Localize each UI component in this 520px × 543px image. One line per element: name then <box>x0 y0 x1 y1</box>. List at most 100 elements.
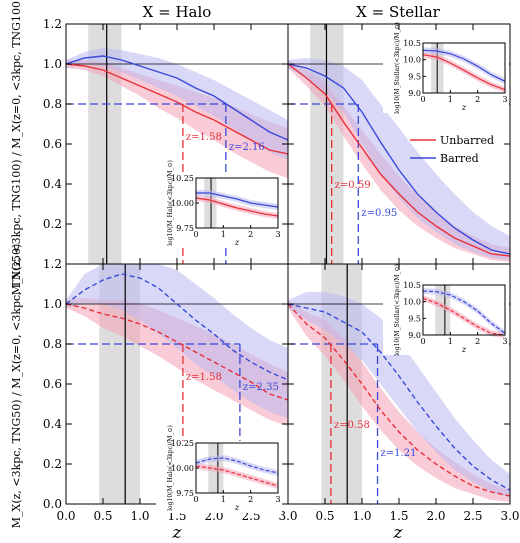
y-tick-label: 1.2 <box>43 257 62 271</box>
inset-y-tick-label: 10.5 <box>403 281 421 290</box>
y-tick-label: 0.4 <box>43 177 62 191</box>
y-tick-label: 0.6 <box>43 137 62 151</box>
y-tick-label: 0.6 <box>43 377 62 391</box>
inset-y-tick-label: 10.0 <box>403 298 421 307</box>
inset-y-tick-label: 10.00 <box>171 464 194 473</box>
inset-x-tick-label: 2 <box>248 230 253 239</box>
ylabel-bottom: M_X(z, <3kpc, TNG50) / M_X(z=0, <3kpc, T… <box>10 244 23 529</box>
crossing-label: z=0.95 <box>361 208 397 219</box>
y-tick-label: 0.2 <box>43 457 62 471</box>
x-tick-label: 0.0 <box>56 509 75 523</box>
inset-line-unbarred <box>422 297 506 336</box>
inset-y-tick-label: 10.25 <box>171 174 194 183</box>
inset-xlabel: z <box>461 103 467 112</box>
plot-area <box>288 24 510 264</box>
panel-TNG50-Halo: z=1.58z=2.350.0 0.5 1.0 1.5 2.0 2.5 3.00.00.20… <box>43 257 298 523</box>
xlabel-right: z <box>393 523 404 543</box>
x-tick-label: 2.0 <box>426 509 445 523</box>
inset-y-tick-label: 10.00 <box>171 199 194 208</box>
inset-band <box>423 295 505 338</box>
inset-ylabel: log10(M_Halo(<3kpc)/M_⊙) <box>167 160 174 246</box>
inset-y-tick-label: 9.5 <box>408 72 421 81</box>
series-line-unbarred <box>66 63 288 155</box>
inset-x-tick-label: 0 <box>193 230 198 239</box>
inset-line-unbarred <box>195 197 279 217</box>
inset-line-unbarred <box>195 465 279 487</box>
inset-x-tick-label: 1 <box>448 95 453 104</box>
crossing-label: z=0.58 <box>334 420 370 431</box>
inset-ylabel: log10(M_Stellar(<3kpc)/M_⊙) <box>394 264 401 356</box>
inset-x-tick-label: 0 <box>420 95 425 104</box>
inset-line-barred <box>195 457 279 474</box>
series-line-unbarred <box>288 63 510 257</box>
inset-x-tick-label: 0 <box>193 495 198 504</box>
inset-y-tick-label: 10.25 <box>171 439 194 448</box>
y-tick-label: 0.4 <box>43 417 62 431</box>
crossing-label: z=0.59 <box>335 180 371 191</box>
inset-y-tick-label: 9.75 <box>176 489 194 498</box>
inset-x-tick-label: 0 <box>420 337 425 346</box>
inset-TNG100-Halo: 9.75 10.00 10.25 0 1 2 3 z log10(M_Halo(<3kpc)/M… <box>156 160 282 248</box>
inset-y-tick-label: 9.75 <box>176 224 194 233</box>
band-barred <box>66 264 288 418</box>
inset-x-tick-label: 3 <box>275 495 280 504</box>
x-tick-label: 0.5 <box>93 509 112 523</box>
band-unbarred <box>66 60 288 178</box>
series-line-barred <box>66 55 288 141</box>
crossing-label: z=1.21 <box>381 448 417 459</box>
inset-x-tick-label: 1 <box>221 495 226 504</box>
inset-y-tick-label: 9.5 <box>408 314 421 323</box>
xlabel-left: z <box>172 523 183 543</box>
plot-area <box>288 264 510 504</box>
inset-y-tick-label: 9.0 <box>408 331 421 340</box>
series-line-unbarred <box>288 303 510 497</box>
inset-x-tick-label: 3 <box>502 337 507 346</box>
panel-TNG100-Stellar: z=0.59 z=0.95 9.0 9.5 10.0 10.5 0 1 2 3 z log10(M_S… <box>287 22 511 265</box>
col-title-halo: X = Halo <box>143 3 212 21</box>
ylabel-top: M_X(z, <3kpc, TNG100) / M_X(z=0, <3kpc, … <box>10 0 23 295</box>
inset-x-tick-label: 3 <box>275 230 280 239</box>
inset-x-tick-label: 2 <box>475 95 480 104</box>
crossing-label: z=2.35 <box>243 382 279 393</box>
band-unbarred <box>288 300 510 502</box>
panel-TNG50-Stellar: z=0.58 z=1.21 0.5 1.0 1.5 2.0 2.5 3.0 9.0 9.5 10.0… <box>287 263 520 523</box>
y-tick-label: 0.8 <box>43 97 62 111</box>
series-line-barred <box>288 63 510 255</box>
x-tick-label: 0.5 <box>315 509 334 523</box>
panel-TNG100-Halo: z=1.58 z=2.16 0.2 0.4 0.6 0.8 1.0 1.2 9.75 10.00 1… <box>43 17 289 265</box>
series-line-unbarred <box>66 303 288 401</box>
series-line-barred <box>66 273 288 381</box>
crossing-label: z=2.16 <box>229 142 265 153</box>
y-tick-label: 0.8 <box>43 337 62 351</box>
x-tick-label: 3.0 <box>500 509 519 523</box>
inset-TNG100-Stellar: 9.0 9.5 10.0 10.5 0 1 2 3 z log10(M_Stellar(<3kpc… <box>383 22 509 114</box>
inset-x-tick-label: 2 <box>475 337 480 346</box>
y-tick-label: 0.2 <box>43 217 62 231</box>
inset-ylabel: log10(M_Stellar(<3kpc)/M_⊙) <box>394 22 401 114</box>
band-unbarred <box>66 298 288 426</box>
legend-label-unbarred: Unbarred <box>440 134 494 147</box>
inset-line-barred <box>422 49 506 82</box>
inset-frame <box>422 284 506 336</box>
inset-x-tick-label: 2 <box>248 495 253 504</box>
inset-TNG50-Stellar: 9.0 9.5 10.0 10.5 0 1 2 3 z log10(M_Stellar(<3kpc… <box>383 264 509 356</box>
legend-label-barred: Barred <box>440 152 479 165</box>
inset-line-barred <box>196 192 279 208</box>
series-line-barred <box>288 303 510 491</box>
inset-frame <box>422 42 506 94</box>
inset-line-barred <box>422 290 506 334</box>
inset-shade <box>435 285 451 335</box>
inset-y-tick-label: 9.0 <box>408 89 421 98</box>
col-title-stellar: X = Stellar <box>356 3 441 21</box>
inset-band <box>196 455 278 476</box>
x-tick-label: 1.5 <box>389 509 408 523</box>
crossing-label: z=1.58 <box>186 132 222 143</box>
inset-y-tick-label: 10.0 <box>403 56 421 65</box>
y-tick-label: 1.2 <box>43 17 62 31</box>
inset-x-tick-label: 3 <box>502 95 507 104</box>
x-tick-label: 2.5 <box>463 509 482 523</box>
inset-ylabel: log10(M_Halo(<3kpc)/M_⊙) <box>167 425 174 511</box>
inset-band <box>423 288 505 337</box>
y-tick-label: 0.0 <box>43 497 62 511</box>
